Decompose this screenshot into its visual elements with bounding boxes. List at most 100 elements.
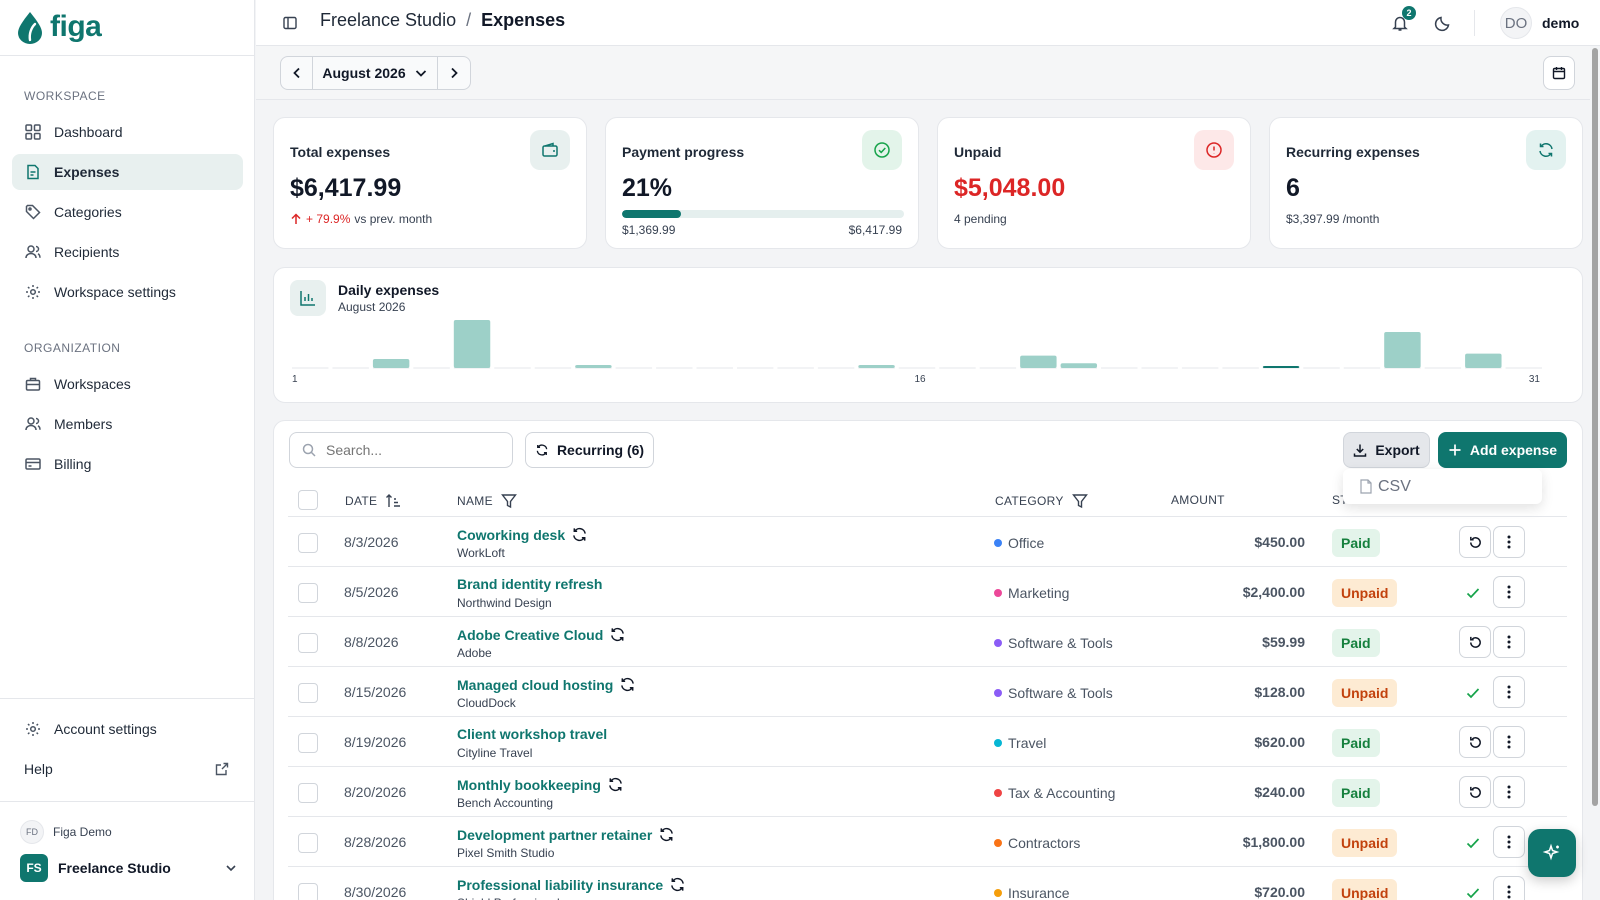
chart-bar-day-28[interactable] [1384, 332, 1421, 368]
expense-date: 8/30/2026 [344, 884, 407, 900]
next-month-button[interactable] [438, 57, 470, 89]
row-menu-button[interactable] [1493, 576, 1525, 608]
recurring-icon [571, 526, 588, 543]
row-menu-button[interactable] [1493, 876, 1525, 900]
recurring-filter-button[interactable]: Recurring (6) [525, 432, 654, 468]
avatar: FD [20, 820, 44, 844]
expense-name-link[interactable]: Coworking desk [457, 526, 588, 543]
chart-bar-day-5[interactable] [453, 320, 491, 368]
sidebar-toggle-icon[interactable] [280, 13, 300, 33]
expense-name-link[interactable]: Managed cloud hosting [457, 676, 636, 693]
row-checkbox[interactable] [298, 533, 318, 553]
chart-bar-day-8[interactable] [575, 365, 612, 368]
row-checkbox[interactable] [298, 633, 318, 653]
chart-x-tick-label: 16 [914, 374, 926, 385]
help-link[interactable]: Help [12, 751, 243, 787]
chart-bar-day-15[interactable] [858, 365, 895, 368]
expense-name-link[interactable]: Professional liability insurance [457, 876, 686, 893]
add-expense-label: Add expense [1469, 442, 1558, 458]
column-header-name[interactable]: NAME [457, 493, 517, 509]
row-checkbox[interactable] [298, 833, 318, 853]
theme-toggle-button[interactable] [1430, 11, 1454, 35]
scrollbar[interactable] [1590, 46, 1600, 900]
month-select[interactable]: August 2026 [313, 57, 438, 89]
expense-name-link[interactable]: Adobe Creative Cloud [457, 626, 626, 643]
mark-unpaid-button[interactable] [1459, 726, 1491, 758]
expense-name-link[interactable]: Development partner retainer [457, 826, 675, 843]
mark-unpaid-button[interactable] [1459, 526, 1491, 558]
table-row[interactable]: 8/15/2026 Managed cloud hosting CloudDoc… [288, 667, 1567, 717]
mark-unpaid-button[interactable] [1459, 776, 1491, 808]
row-menu-button[interactable] [1493, 676, 1525, 708]
row-menu-button[interactable] [1493, 526, 1525, 558]
user-menu[interactable]: DO demo [1500, 7, 1579, 39]
column-header-category[interactable]: CATEGORY [995, 493, 1088, 509]
expense-name-link[interactable]: Client workshop travel [457, 726, 607, 742]
column-header-amount[interactable]: AMOUNT [1171, 493, 1225, 507]
username: demo [1542, 15, 1580, 31]
sidebar-item-recipients[interactable]: Recipients [12, 234, 243, 270]
column-header-date[interactable]: DATE [345, 493, 401, 509]
daily-expenses-card: Daily expenses August 2026 1 16 31 [273, 267, 1583, 403]
row-menu-button[interactable] [1493, 776, 1525, 808]
search-input[interactable] [326, 442, 486, 458]
chart-bar-day-30[interactable] [1465, 353, 1502, 368]
expense-name-link[interactable]: Monthly bookkeeping [457, 776, 624, 793]
chart-bar-day-20[interactable] [1060, 363, 1098, 368]
expense-name-link[interactable]: Brand identity refresh [457, 576, 602, 592]
row-checkbox[interactable] [298, 683, 318, 703]
sidebar-item-workspaces[interactable]: Workspaces [12, 366, 243, 402]
export-button[interactable]: Export [1343, 432, 1430, 468]
table-row[interactable]: 8/19/2026 Client workshop travel Citylin… [288, 717, 1567, 767]
row-checkbox[interactable] [298, 733, 318, 753]
table-row[interactable]: 8/30/2026 Professional liability insuran… [288, 867, 1567, 900]
table-row[interactable]: 8/5/2026 Brand identity refresh Northwin… [288, 567, 1567, 617]
table-row[interactable]: 8/28/2026 Development partner retainer P… [288, 817, 1567, 867]
account-settings-link[interactable]: Account settings [12, 711, 243, 747]
notifications-button[interactable]: 2 [1388, 6, 1416, 35]
search-box[interactable] [289, 432, 513, 468]
row-menu-button[interactable] [1493, 726, 1525, 758]
chevron-down-icon [414, 66, 428, 80]
divider [1474, 10, 1475, 36]
table-row[interactable]: 8/3/2026 Coworking desk WorkLoft Office … [288, 517, 1567, 567]
user-profile[interactable]: FD Figa Demo [20, 820, 112, 844]
row-checkbox[interactable] [298, 583, 318, 603]
recurring-count: 6 [1286, 174, 1300, 202]
sidebar-item-billing[interactable]: Billing [12, 446, 243, 482]
sidebar-item-expenses[interactable]: Expenses [12, 154, 243, 190]
row-checkbox[interactable] [298, 783, 318, 803]
chart-bar-day-3[interactable] [372, 359, 410, 368]
row-menu-button[interactable] [1493, 626, 1525, 658]
table-row[interactable]: 8/8/2026 Adobe Creative Cloud Adobe Soft… [288, 617, 1567, 667]
logo[interactable]: figa [16, 10, 102, 44]
chart-bar-day-19[interactable] [1020, 355, 1057, 368]
prev-month-button[interactable] [281, 57, 313, 89]
calendar-button[interactable] [1543, 56, 1575, 90]
sidebar-item-dashboard[interactable]: Dashboard [12, 114, 243, 150]
breadcrumb-parent[interactable]: Freelance Studio [320, 10, 457, 30]
export-csv-option[interactable]: CSV [1378, 477, 1411, 495]
add-expense-button[interactable]: Add expense [1438, 432, 1567, 468]
row-checkbox[interactable] [298, 883, 318, 900]
expense-vendor: WorkLoft [457, 546, 505, 560]
scrollbar-thumb[interactable] [1592, 48, 1598, 806]
mark-paid-button[interactable] [1464, 884, 1482, 900]
row-menu-button[interactable] [1493, 826, 1525, 858]
mark-paid-button[interactable] [1464, 584, 1482, 602]
select-all-checkbox[interactable] [298, 490, 318, 510]
sidebar-item-workspace-settings[interactable]: Workspace settings [12, 274, 243, 310]
more-vertical-icon [1507, 734, 1511, 750]
category-color-dot [994, 839, 1002, 847]
mark-paid-button[interactable] [1464, 684, 1482, 702]
sidebar-item-categories[interactable]: Categories [12, 194, 243, 230]
notification-count-badge: 2 [1402, 6, 1416, 20]
mark-unpaid-button[interactable] [1459, 626, 1491, 658]
ai-assistant-button[interactable] [1528, 829, 1576, 877]
chart-bar-day-25[interactable] [1262, 366, 1300, 368]
workspace-switcher[interactable]: FS Freelance Studio [20, 854, 238, 882]
sidebar-item-members[interactable]: Members [12, 406, 243, 442]
mark-paid-button[interactable] [1464, 834, 1482, 852]
chart-title: Daily expenses [338, 282, 440, 298]
table-row[interactable]: 8/20/2026 Monthly bookkeeping Bench Acco… [288, 767, 1567, 817]
